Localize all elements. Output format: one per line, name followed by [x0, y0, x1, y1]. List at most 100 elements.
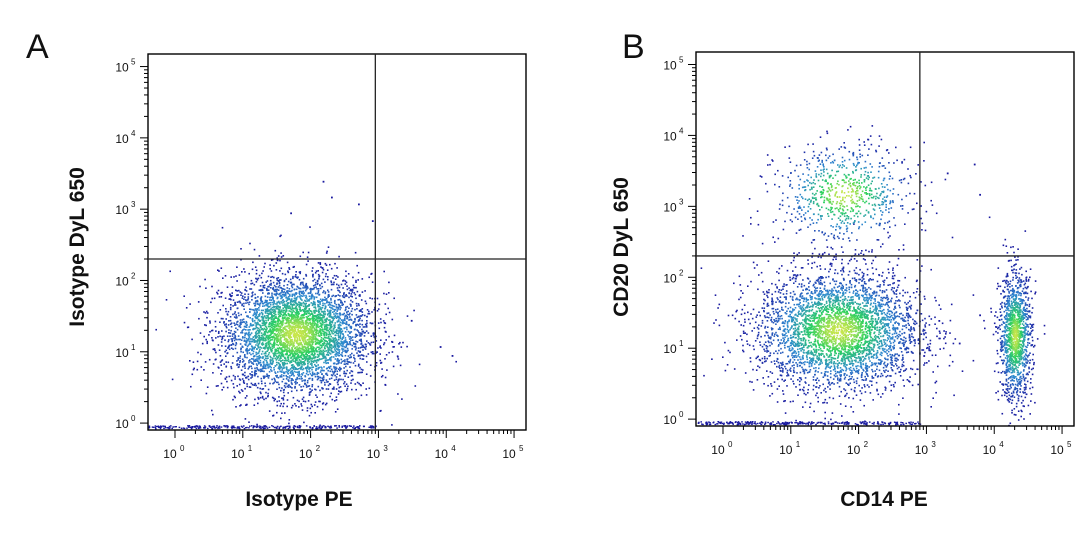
event-dot [312, 300, 315, 303]
event-dot [376, 310, 379, 312]
event-dot [322, 338, 325, 340]
event-dot [343, 322, 346, 324]
event-dot [319, 298, 322, 301]
event-dot [335, 331, 337, 333]
event-dot [334, 374, 336, 377]
event-dot [325, 252, 328, 254]
event-dot [221, 345, 223, 347]
event-dot [341, 295, 344, 297]
event-dot [157, 425, 160, 427]
event-dot [277, 308, 279, 310]
event-dot [307, 251, 310, 254]
event-dot [312, 360, 314, 363]
event-dot [292, 317, 295, 320]
event-dot [264, 323, 266, 326]
event-dot [293, 283, 295, 286]
event-dot [305, 307, 307, 309]
event-dot [301, 409, 304, 411]
event-dot [256, 336, 258, 338]
event-dot [371, 427, 373, 429]
event-dot [317, 270, 319, 272]
event-dot [380, 321, 382, 324]
event-dot [265, 301, 268, 304]
event-dot [298, 346, 301, 349]
event-dot [307, 373, 309, 376]
event-dot [326, 340, 328, 343]
event-dot [354, 348, 357, 351]
event-dot [191, 373, 194, 376]
event-dot [314, 316, 316, 318]
event-dot [315, 427, 317, 430]
event-dot [303, 338, 306, 340]
event-dot [220, 360, 223, 362]
event-dot [278, 351, 280, 354]
event-dot [312, 331, 315, 334]
event-dot [357, 371, 359, 374]
event-dot [302, 341, 305, 343]
event-dot [339, 391, 341, 393]
event-dot [308, 355, 311, 357]
event-dot [245, 329, 247, 331]
event-dot [324, 331, 327, 334]
event-dot [285, 311, 287, 313]
event-dot [264, 339, 267, 342]
event-dot [235, 289, 237, 292]
event-dot [338, 352, 340, 355]
event-dot [302, 368, 304, 371]
event-dot [265, 359, 268, 362]
event-dot [302, 293, 305, 295]
event-dot [300, 295, 302, 297]
event-dot [281, 317, 284, 320]
event-dot [273, 308, 275, 311]
event-dot [278, 400, 281, 402]
event-dot [327, 380, 329, 383]
event-dot [885, 331, 887, 333]
event-dot [355, 286, 357, 289]
event-dot [291, 318, 294, 320]
event-dot [266, 361, 268, 363]
event-dot [258, 309, 260, 311]
event-dot [220, 317, 223, 320]
event-dot [295, 313, 297, 315]
event-dot [265, 426, 268, 428]
event-dot [219, 321, 221, 323]
event-dot [285, 331, 287, 334]
event-dot [224, 345, 227, 347]
event-dot [367, 332, 370, 334]
event-dot [276, 341, 278, 344]
event-dot [267, 340, 270, 343]
event-dot [193, 426, 196, 428]
event-dot [281, 329, 283, 332]
event-dot [256, 356, 258, 358]
event-dot [309, 426, 311, 428]
event-dot [340, 390, 343, 393]
event-dot [344, 295, 347, 297]
event-dot [316, 342, 319, 345]
y-tick-label-exponent: 3 [131, 200, 136, 209]
event-dot [304, 289, 307, 292]
event-dot [336, 316, 339, 318]
event-dot [303, 355, 305, 358]
event-dot [270, 332, 273, 334]
event-dot [329, 333, 332, 336]
event-dot [283, 295, 285, 297]
event-dot [323, 361, 325, 364]
event-dot [746, 343, 749, 345]
event-dot [309, 287, 312, 290]
event-dot [324, 384, 326, 386]
event-dot [304, 339, 306, 342]
event-dot [269, 301, 272, 304]
event-dot [281, 300, 284, 302]
event-dot [821, 338, 824, 340]
event-dot [251, 324, 253, 326]
event-dot [264, 367, 266, 369]
event-dot [319, 317, 322, 319]
event-dot [258, 289, 261, 291]
event-dot [297, 316, 300, 318]
event-dot [334, 411, 337, 413]
event-dot [317, 262, 320, 264]
event-dot [298, 303, 300, 306]
event-dot [400, 346, 403, 348]
event-dot [290, 374, 293, 377]
event-dot [300, 341, 303, 344]
